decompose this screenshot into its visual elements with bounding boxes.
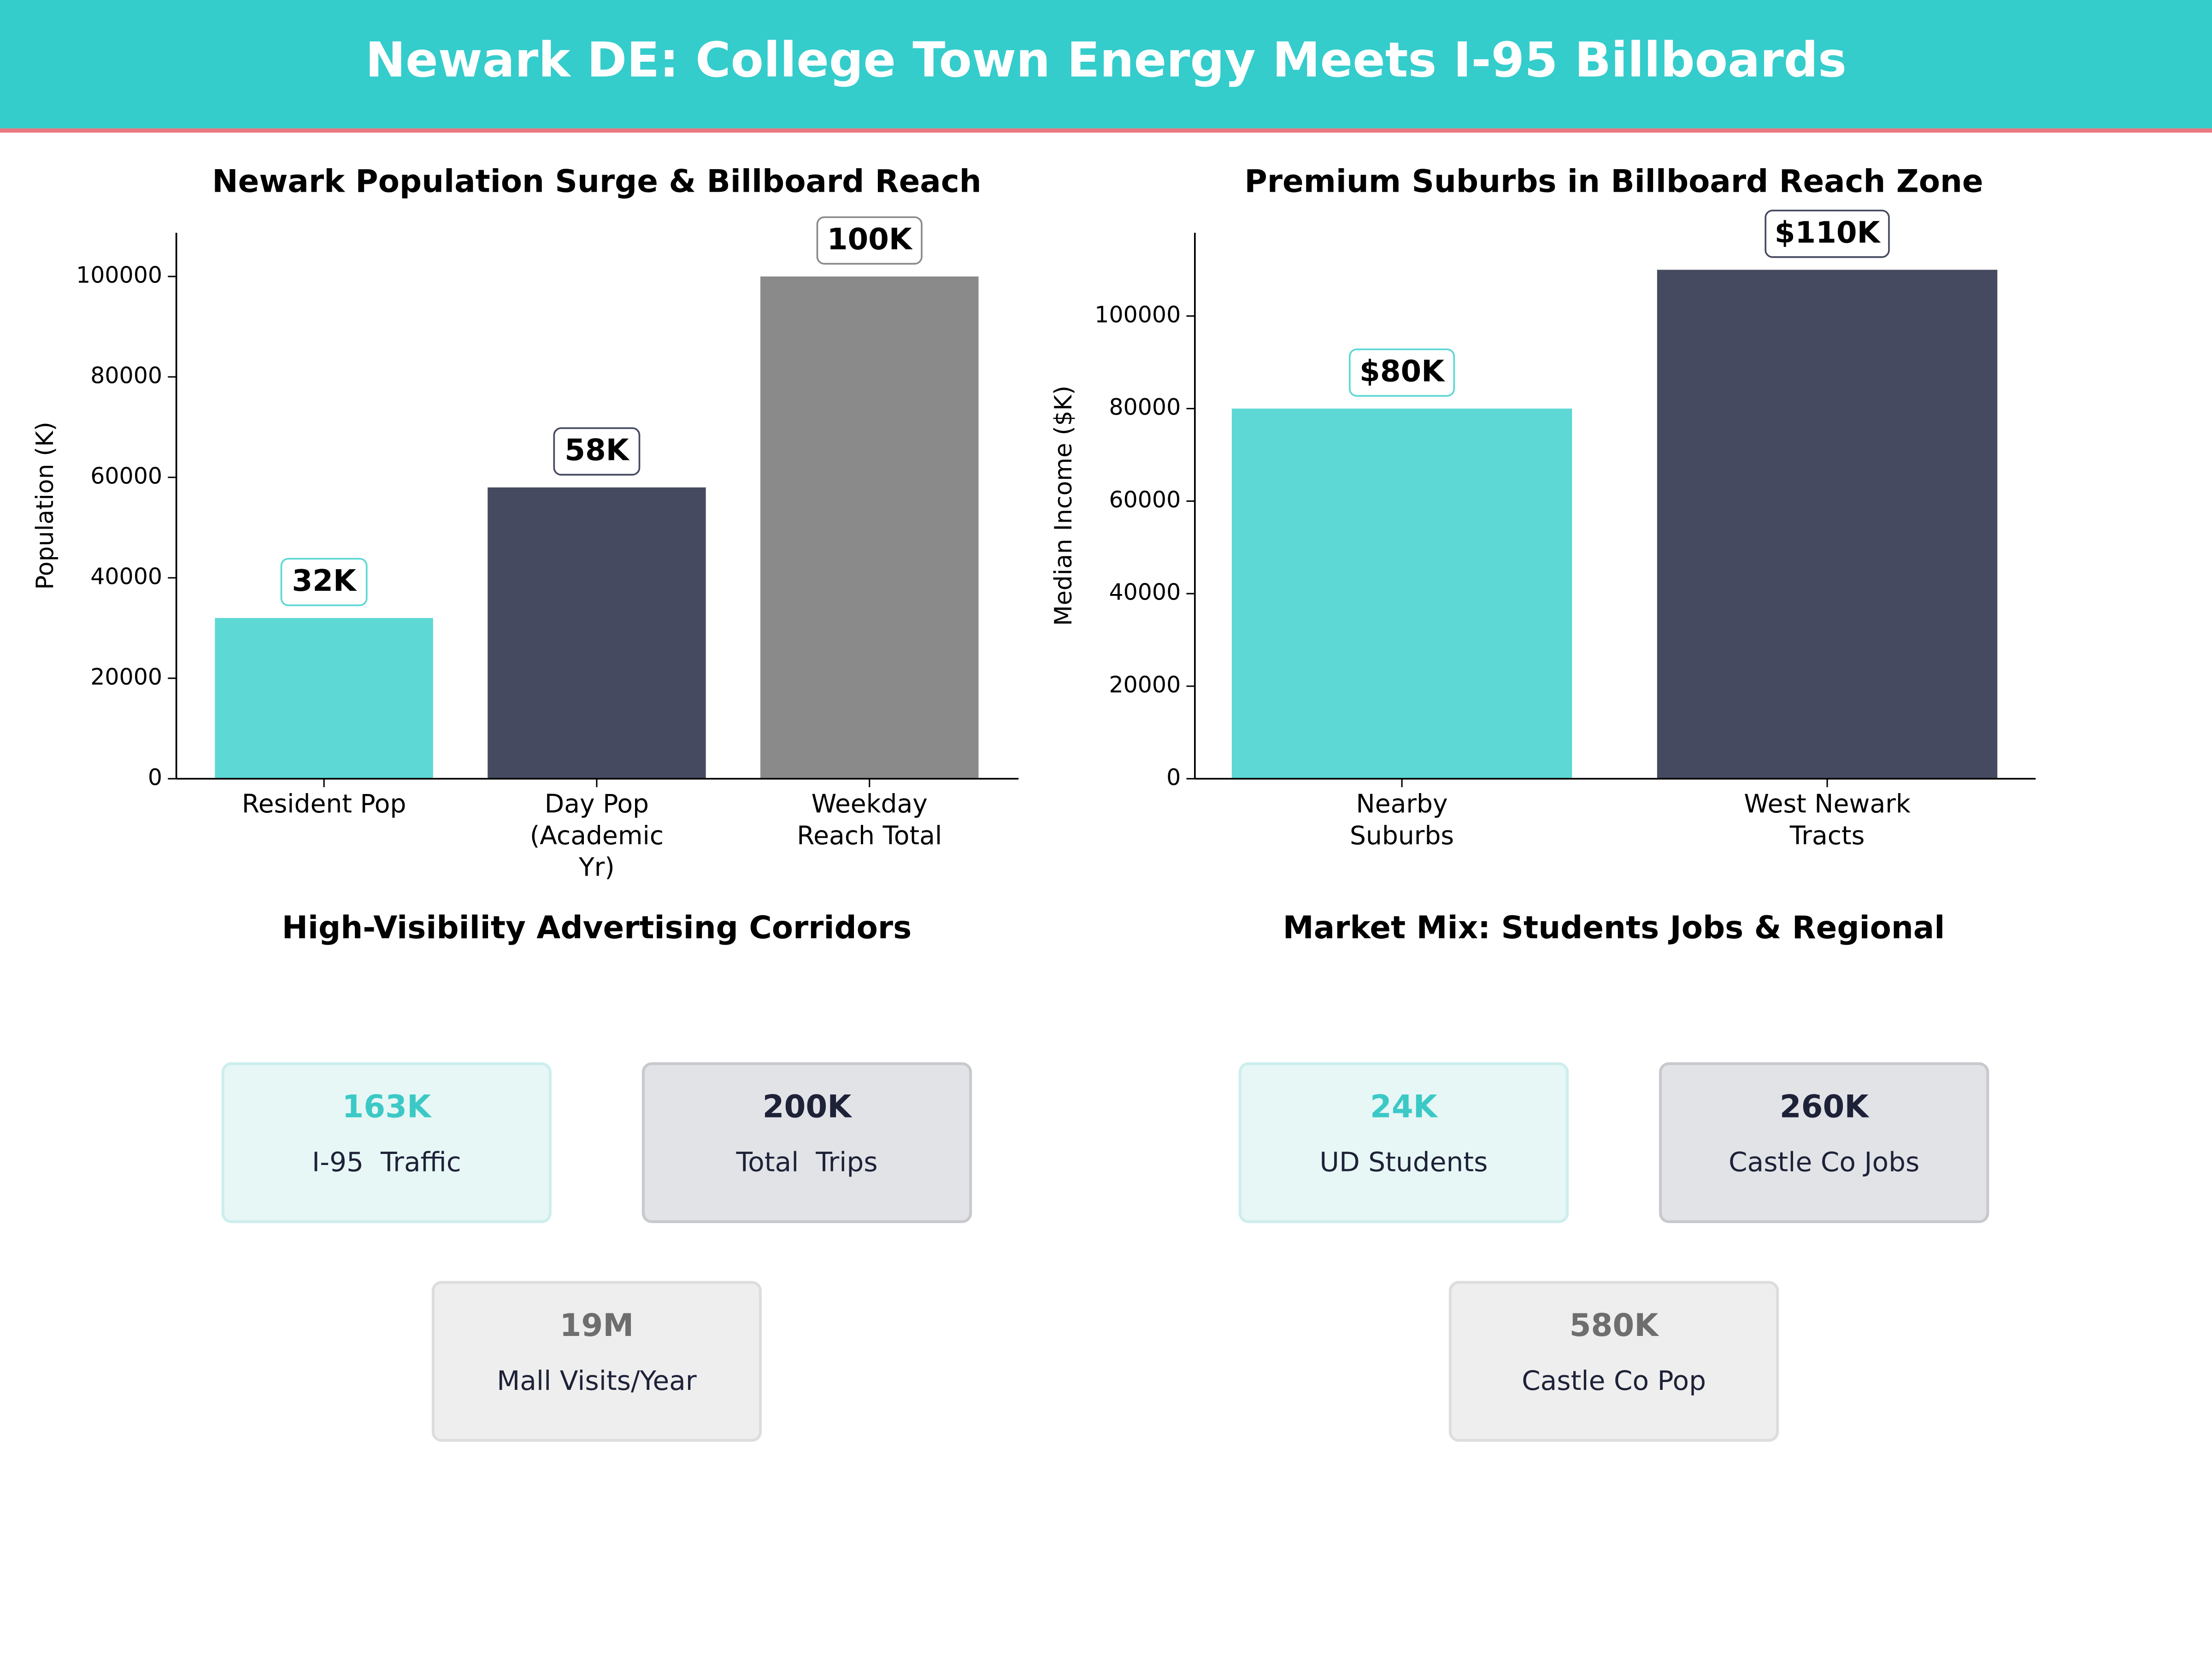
x-tick-line: Resident Pop [242, 789, 406, 818]
kpi-value: 163K [342, 1088, 432, 1125]
x-tick-label: Weekday Reach Total [797, 789, 942, 850]
kpi-label: Castle Co Jobs [1729, 1147, 1919, 1178]
y-tick-label: 0 [1166, 764, 1181, 790]
value-label: 58K [565, 433, 629, 468]
panel-title: High-Visibility Advertising Corridors [282, 909, 912, 946]
x-tick-line: Yr) [578, 853, 615, 882]
value-label-box [1348, 348, 1455, 397]
panel-title: Market Mix: Students Jobs & Regional [1283, 909, 1945, 946]
y-tick-label: 20000 [90, 664, 162, 690]
x-tick-label: Resident Pop [242, 789, 406, 818]
y-tick-label: 100000 [76, 262, 162, 288]
bar [488, 487, 706, 779]
chart-title: Newark Population Surge & Billboard Reac… [212, 163, 981, 200]
bar [1231, 408, 1572, 779]
y-tick-label: 100000 [1094, 301, 1181, 328]
kpi-value: 260K [1780, 1088, 1870, 1125]
x-tick-line: Reach Total [797, 821, 942, 850]
bar [760, 276, 979, 779]
value-label: 32K [292, 564, 357, 598]
kpi-label: UD Students [1319, 1147, 1488, 1178]
kpi-card [1659, 1062, 1989, 1224]
value-label-box [816, 216, 923, 265]
value-label-box [280, 558, 368, 606]
kpi-card [431, 1281, 762, 1442]
value-label: 100K [827, 222, 913, 257]
y-tick-label: 40000 [90, 563, 162, 589]
header-rule [0, 128, 2212, 133]
kpi-label: Total Trips [735, 1147, 877, 1178]
y-axis-label: Population (K) [31, 422, 59, 590]
y-tick-label: 20000 [1109, 672, 1181, 698]
page-title: Newark DE: College Town Energy Meets I-9… [365, 32, 1847, 88]
kpi-value: 24K [1370, 1088, 1439, 1125]
value-label: $110K [1775, 215, 1881, 250]
kpi-card [641, 1062, 972, 1224]
bar [215, 618, 433, 779]
x-tick-line: Tracts [1789, 821, 1865, 850]
x-tick-line: (Academic [530, 821, 664, 850]
kpi-card [1448, 1281, 1779, 1442]
y-tick-label: 40000 [1109, 579, 1181, 606]
x-tick-line: Day Pop [545, 789, 649, 818]
value-label-box [553, 427, 641, 476]
kpi-label: Mall Visits/Year [497, 1365, 697, 1396]
y-tick-label: 0 [148, 764, 162, 790]
kpi-label: I-95 Traffic [312, 1147, 461, 1178]
kpi-value: 580K [1570, 1307, 1660, 1343]
value-label-box [1765, 210, 1890, 258]
x-tick-line: Nearby [1356, 789, 1448, 818]
kpi-card [221, 1062, 552, 1224]
kpi-value: 200K [763, 1088, 853, 1125]
kpi-value: 19M [560, 1307, 634, 1343]
y-tick-label: 80000 [90, 362, 162, 388]
kpi-label: Castle Co Pop [1522, 1365, 1706, 1396]
bar [1657, 270, 1998, 779]
value-label: $80K [1359, 354, 1445, 389]
x-tick-line: West Newark [1744, 789, 1911, 818]
x-tick-label: Nearby Suburbs [1350, 789, 1454, 850]
y-axis-label: Median Income ($K) [1050, 386, 1077, 626]
y-tick-label: 60000 [1109, 487, 1181, 513]
y-tick-label: 60000 [90, 463, 162, 489]
x-tick-label: West Newark Tracts [1744, 789, 1911, 850]
x-tick-label: Day Pop (Academic Yr) [530, 789, 664, 882]
header-band [0, 0, 2212, 129]
x-tick-line: Suburbs [1350, 821, 1454, 850]
y-tick-label: 80000 [1109, 394, 1181, 420]
chart-title: Premium Suburbs in Billboard Reach Zone [1245, 163, 1983, 200]
x-tick-line: Weekday [812, 789, 928, 818]
kpi-card [1238, 1062, 1569, 1224]
